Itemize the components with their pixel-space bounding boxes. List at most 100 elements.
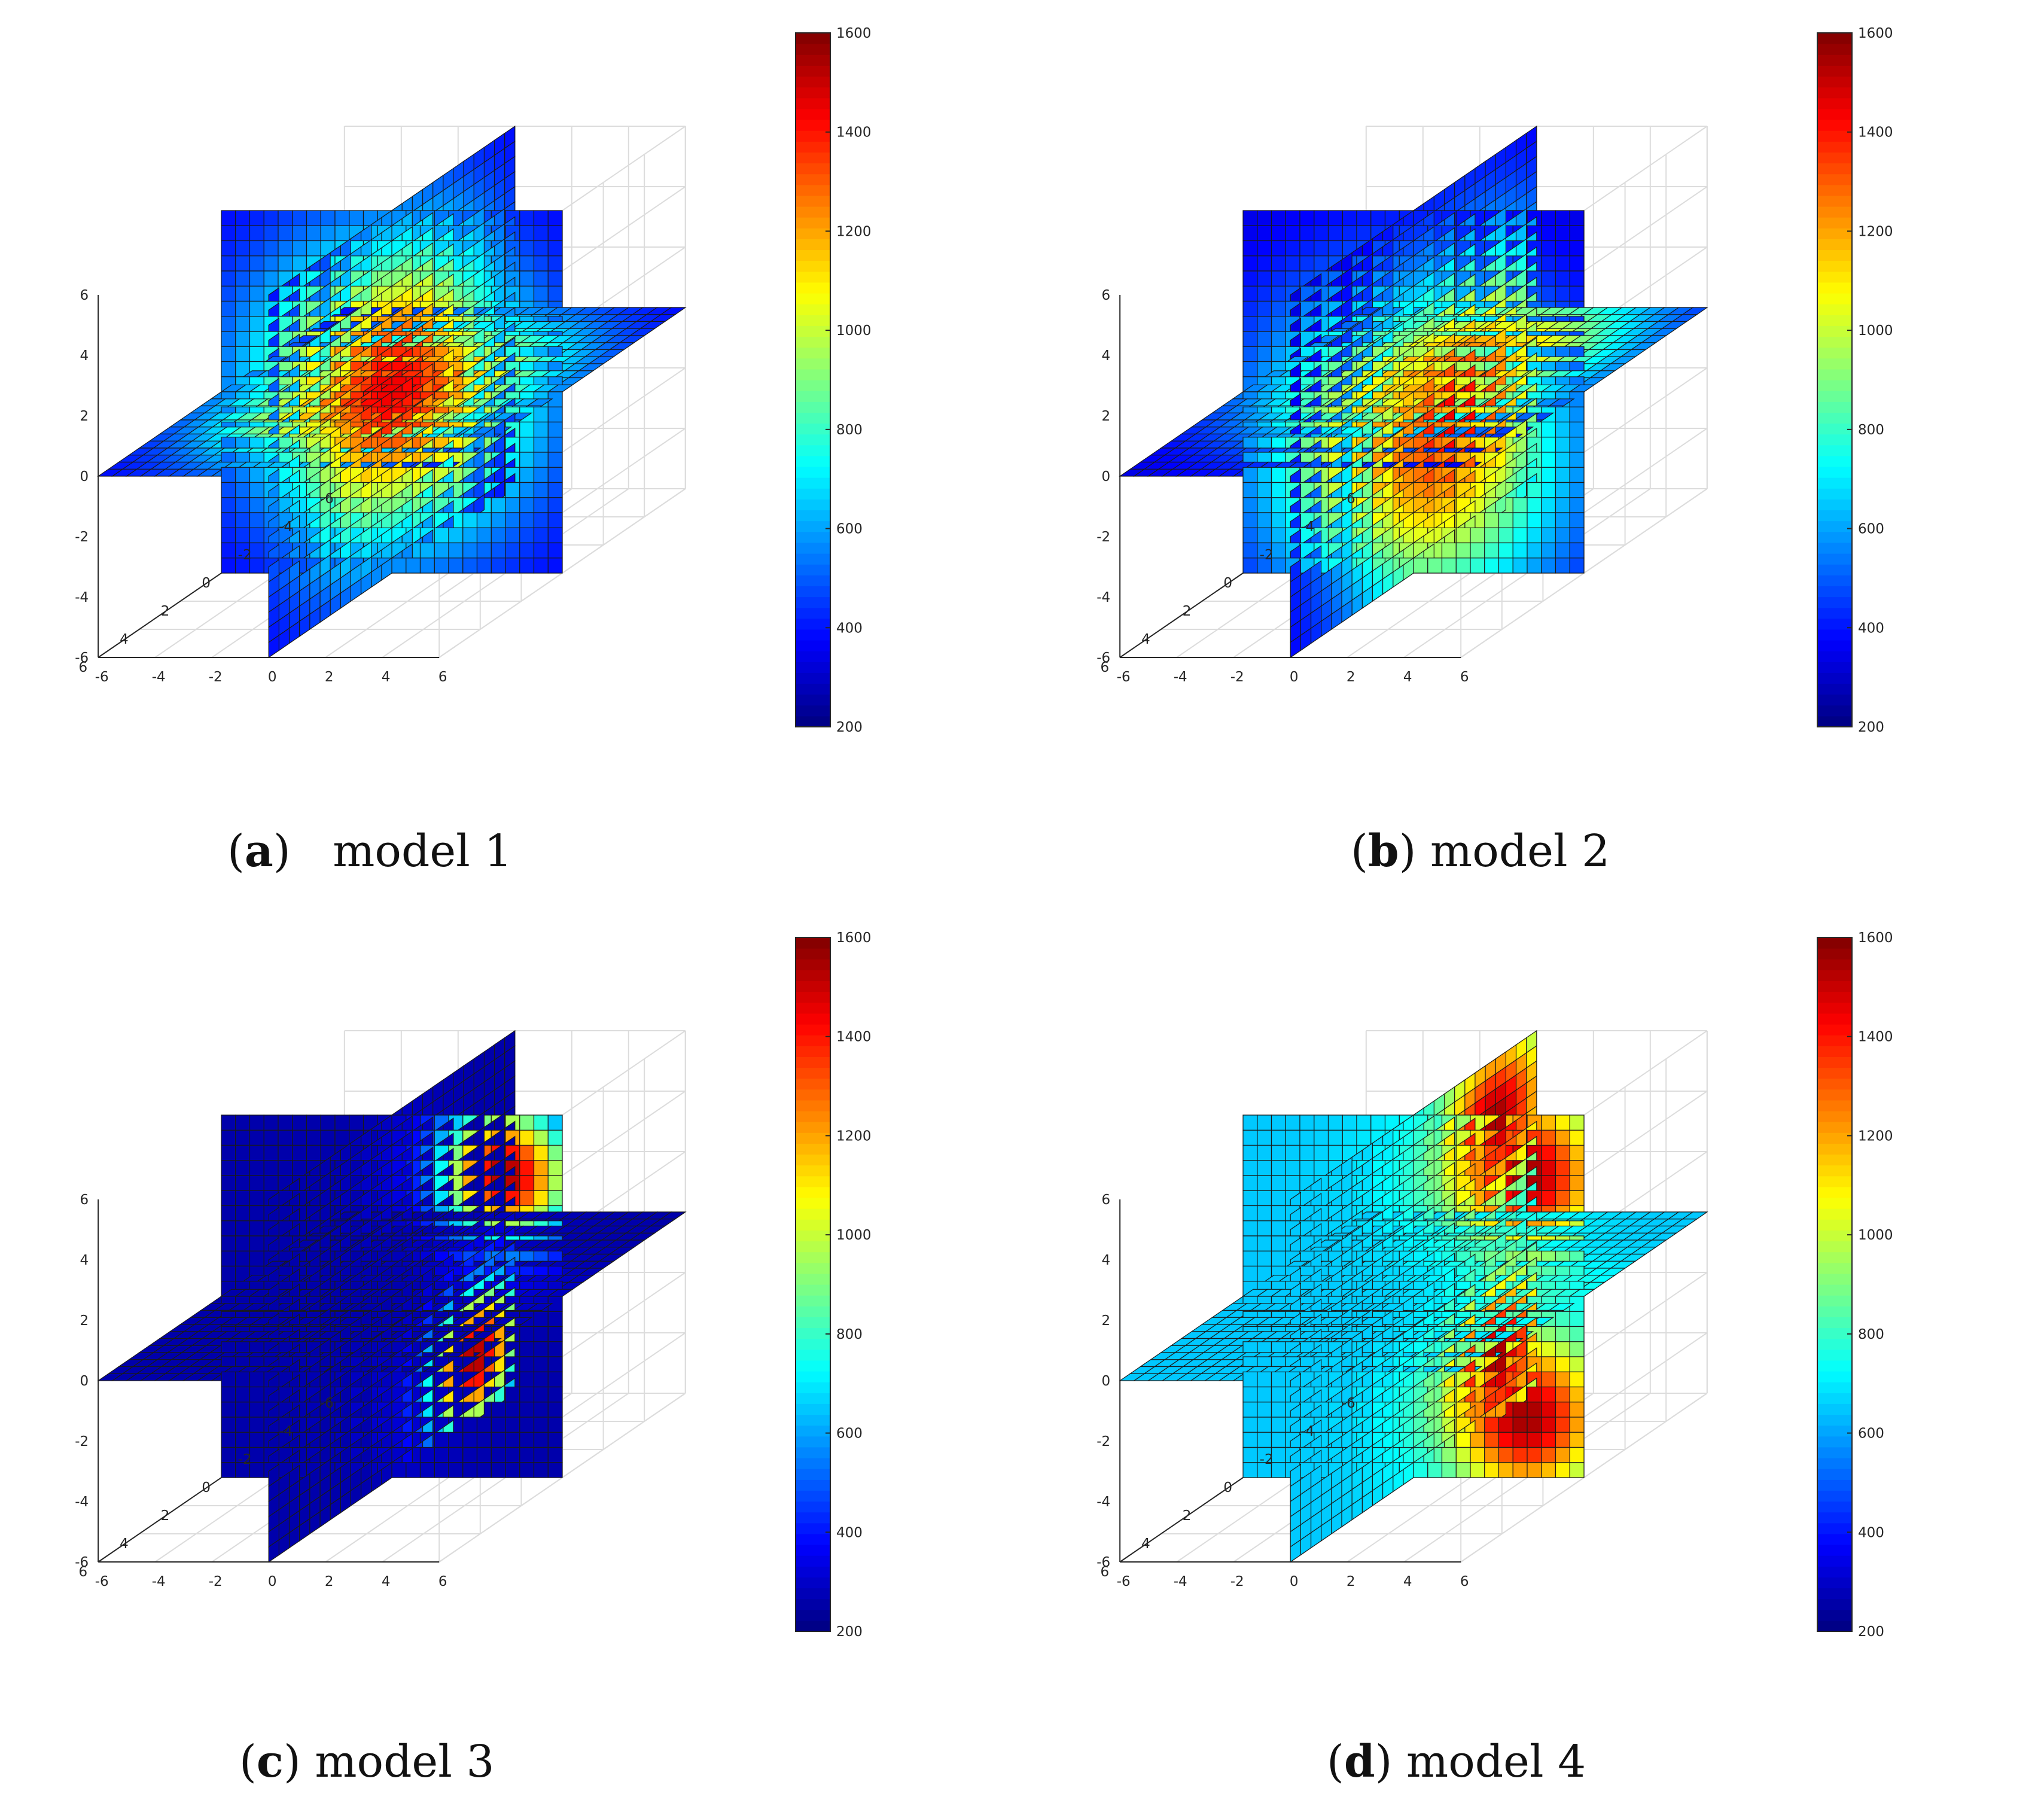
slice-cell: [1555, 542, 1570, 559]
slice-cell: [249, 1235, 264, 1251]
z-tick-label: 0: [1102, 469, 1111, 485]
slice-cell: [1541, 467, 1556, 483]
colorbar-band: [796, 239, 830, 251]
slice-cell: [1257, 482, 1272, 498]
caption-a: (a) model 1: [227, 826, 513, 877]
slice-cell: [462, 542, 478, 559]
slice-cell: [1555, 527, 1570, 544]
slice-cell: [547, 527, 563, 544]
slice-cell: [221, 1190, 236, 1207]
slice-cell: [1271, 558, 1286, 574]
slice-cell: [533, 558, 549, 574]
colorbar-band: [796, 282, 830, 294]
colorbar-band: [796, 228, 830, 239]
slice-cell: [221, 1250, 236, 1267]
slice-cell: [547, 1311, 563, 1327]
y-tick-label: 4: [1403, 669, 1412, 685]
slice-cell: [1512, 497, 1528, 513]
slice-cell: [334, 1129, 350, 1146]
slice-cell: [1327, 240, 1343, 257]
slice-cell: [306, 225, 321, 242]
colorbar-band: [1817, 510, 1852, 522]
slice-cell: [1242, 210, 1258, 226]
slice-cell: [533, 225, 549, 242]
slice-cell: [349, 210, 364, 226]
slice-cell: [533, 482, 549, 498]
colorbar-band: [1817, 33, 1852, 44]
slice-cell: [1555, 482, 1570, 498]
slice-cell: [221, 361, 236, 377]
slice-cell: [547, 406, 563, 423]
slice-cell: [235, 1205, 251, 1222]
slice-cell: [1242, 346, 1258, 363]
slice-cell: [1512, 542, 1528, 559]
colorbar-band: [1817, 368, 1852, 380]
colorbar-band: [1817, 423, 1852, 435]
colorbar-band: [796, 651, 830, 662]
colorbar-tick-label: 1000: [1858, 323, 1893, 339]
slice-cell: [434, 558, 449, 574]
colorbar-band: [796, 542, 830, 554]
colorbar-band: [796, 336, 830, 348]
slice-cell: [221, 346, 236, 363]
colorbar-band: [1817, 499, 1852, 511]
colorbar-band: [796, 163, 830, 175]
slice-cell: [1242, 331, 1258, 347]
z-tick-label: 0: [80, 469, 89, 485]
slice-cell: [1242, 300, 1258, 317]
colorbar-band: [796, 423, 830, 435]
colorbar-tick-label: 800: [836, 422, 863, 438]
slice-cell: [1541, 225, 1556, 242]
slice-cell: [1498, 542, 1513, 559]
slice-cell: [235, 1114, 251, 1131]
slice-cell: [547, 437, 563, 453]
slice-cell: [249, 467, 264, 483]
slice-cell: [1569, 210, 1585, 226]
colorbar-band: [796, 98, 830, 109]
slice-cell: [263, 1144, 279, 1161]
slice-cell: [434, 527, 449, 544]
colorbar-band: [1817, 98, 1852, 109]
colorbar-band: [1817, 228, 1852, 239]
colorbar-tick-label: 200: [836, 720, 863, 735]
slice-cell: [533, 452, 549, 468]
slice-cell: [1569, 482, 1585, 498]
slice-cell: [278, 240, 293, 257]
slice-cell: [1541, 240, 1556, 257]
colorbar-band: [1817, 141, 1852, 153]
slice-cell: [547, 452, 563, 468]
z-tick-label: -4: [75, 590, 89, 605]
colorbar-band: [796, 368, 830, 380]
z-tick-label: -2: [1096, 529, 1110, 545]
slice-cell: [263, 225, 279, 242]
slice-cell: [1541, 270, 1556, 287]
slice-cell: [547, 210, 563, 226]
slice-cell: [1541, 210, 1556, 226]
slice-cell: [491, 542, 506, 559]
slice-cell: [249, 300, 264, 317]
slice-cell: [491, 527, 506, 544]
slice-cell: [306, 240, 321, 257]
slice-cell: [547, 240, 563, 257]
slice-cell: [235, 255, 251, 272]
slice-cell: [320, 225, 336, 242]
x-tick-label: -4: [1300, 519, 1314, 535]
slice-cell: [1569, 527, 1585, 544]
slice-cell: [533, 1129, 549, 1146]
slice-cell: [221, 1205, 236, 1222]
slice-cell: [1541, 512, 1556, 528]
slice-cell: [235, 1144, 251, 1161]
slice-cell: [519, 255, 535, 272]
slice-cell: [1242, 497, 1258, 513]
slice-cell: [1271, 331, 1286, 347]
slice-cell: [1555, 270, 1570, 287]
slice-cell: [263, 1160, 279, 1176]
x-tick-label: -2: [1260, 547, 1274, 563]
slice-cell: [1541, 497, 1556, 513]
colorbar-band: [796, 54, 830, 66]
slice-cell: [292, 1114, 307, 1131]
colorbar-band: [1817, 152, 1852, 164]
slice-cell: [1257, 346, 1272, 363]
